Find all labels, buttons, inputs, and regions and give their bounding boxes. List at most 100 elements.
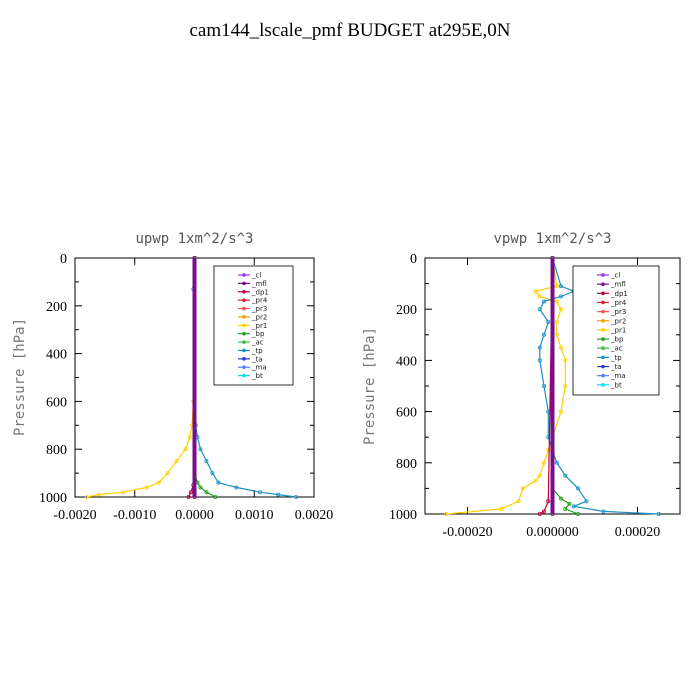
series-marker-pr1 [499,506,504,511]
y-tick-label: 200 [46,300,67,315]
series-marker-tp [601,509,606,514]
legend-marker [601,364,605,369]
legend-marker [242,315,246,319]
series-marker-tp [537,358,542,363]
series-marker-tp [559,294,564,299]
series-marker-tp [542,383,547,388]
series-marker-bp [559,496,564,501]
x-tick-label: 0.0000 [175,508,214,523]
legend-marker [601,291,605,296]
legend-label: _pr2 [610,317,626,325]
series-marker-tp [546,319,551,324]
series-marker-tp [554,460,559,465]
series-marker-mfl [192,255,197,260]
y-tick-label: 400 [396,354,417,369]
series-marker-pr1 [537,473,542,478]
series-marker-tp [542,332,547,337]
legend: _cl_mfl_dp1_pr4_pr3_pr2_pr1_bp_ac_tp_ta_… [213,265,294,386]
legend-label: _ma [610,372,626,380]
legend-marker [242,357,246,361]
x-tick-label: -0.0020 [53,508,96,523]
legend-marker [601,273,605,277]
legend-label: _pr4 [251,297,268,305]
y-tick-label: 200 [396,303,417,318]
y-tick-label: 0 [60,252,67,267]
series-marker-tp [537,307,542,312]
y-axis-label: Pressure [hPa] [362,327,378,445]
y-tick-label: 0 [410,252,417,267]
series-marker-tp [216,480,221,485]
x-tick-label: 0.0010 [235,508,274,523]
series-marker-tp [276,492,281,497]
series-marker-pr1 [554,319,559,324]
legend-marker [601,355,605,360]
legend-label: _bt [251,372,263,380]
main-title: cam144_lscale_pmf BUDGET at295E,0N [189,20,511,41]
legend-marker [242,306,246,311]
series-marker-pr1 [156,480,161,485]
x-tick-label: -0.00020 [442,525,492,540]
series-marker-pr1 [554,332,559,337]
legend-marker [242,323,246,328]
legend-marker [242,331,246,336]
series-marker-tp [584,499,589,504]
series-marker-mfl [192,494,197,499]
series-marker-pr1 [165,471,170,476]
series-marker-pr1 [542,460,547,465]
legend-label: _bp [251,330,265,338]
legend-label: _ta [610,363,622,371]
legend-marker [601,346,605,351]
legend-label: _cl [610,272,620,280]
legend-label: _cl [251,272,261,280]
series-marker-pr1 [533,478,538,483]
series-marker-tp [576,486,581,491]
legend-label: _bt [610,381,622,389]
y-tick-label: 1000 [39,491,67,506]
series-marker-tp [294,494,299,499]
legend-label: _ac [251,339,264,347]
series-marker-mfl [550,255,555,260]
series-marker-pr1 [187,435,192,440]
legend-marker [242,298,246,302]
series-marker-bp [563,506,568,511]
y-axis-label: Pressure [hPa] [12,318,28,436]
series-marker-pr1 [554,284,559,289]
legend-box [572,265,660,396]
y-tick-label: 400 [46,348,67,363]
legend-label: _pr1 [610,326,626,334]
series-marker-pr1 [537,294,542,299]
legend-marker [601,309,605,314]
legend-marker [601,337,605,341]
legend-marker [242,289,246,294]
legend-marker [601,383,605,387]
legend-label: _mfl [251,280,267,288]
series-marker-tp [234,485,239,490]
legend-marker [242,340,246,344]
series-marker-pr1 [559,409,564,414]
x-tick-label: 0.00020 [615,525,661,540]
series-marker-pr1 [533,289,538,294]
panel-title: upwp 1xm^2/s^3 [135,231,253,247]
legend-label: _pr3 [251,305,267,313]
series-marker-tp [656,512,661,517]
x-tick-label: 0.0020 [295,508,334,523]
series-marker-pr1 [563,383,568,388]
series-marker-tp [563,473,568,478]
series-marker-pr1 [563,358,568,363]
series-marker-tp [571,504,576,509]
panel-title: vpwp 1xm^2/s^3 [493,231,611,247]
legend-marker [601,300,605,305]
series-marker-dp1 [186,494,191,499]
legend-label: _tp [251,347,263,355]
series-marker-bp [213,494,218,499]
series-marker-pr1 [174,459,179,464]
legend-label: _ma [251,364,267,372]
x-tick-label: -0.0010 [113,508,156,523]
legend-marker [242,348,246,353]
series-line-dp1 [539,257,554,515]
series-marker-dp1 [537,512,542,517]
y-tick-label: 800 [46,443,67,458]
series-marker-tp [542,299,547,304]
x-tick-label: 0.000000 [526,525,579,540]
series-marker-pr1 [144,485,149,490]
